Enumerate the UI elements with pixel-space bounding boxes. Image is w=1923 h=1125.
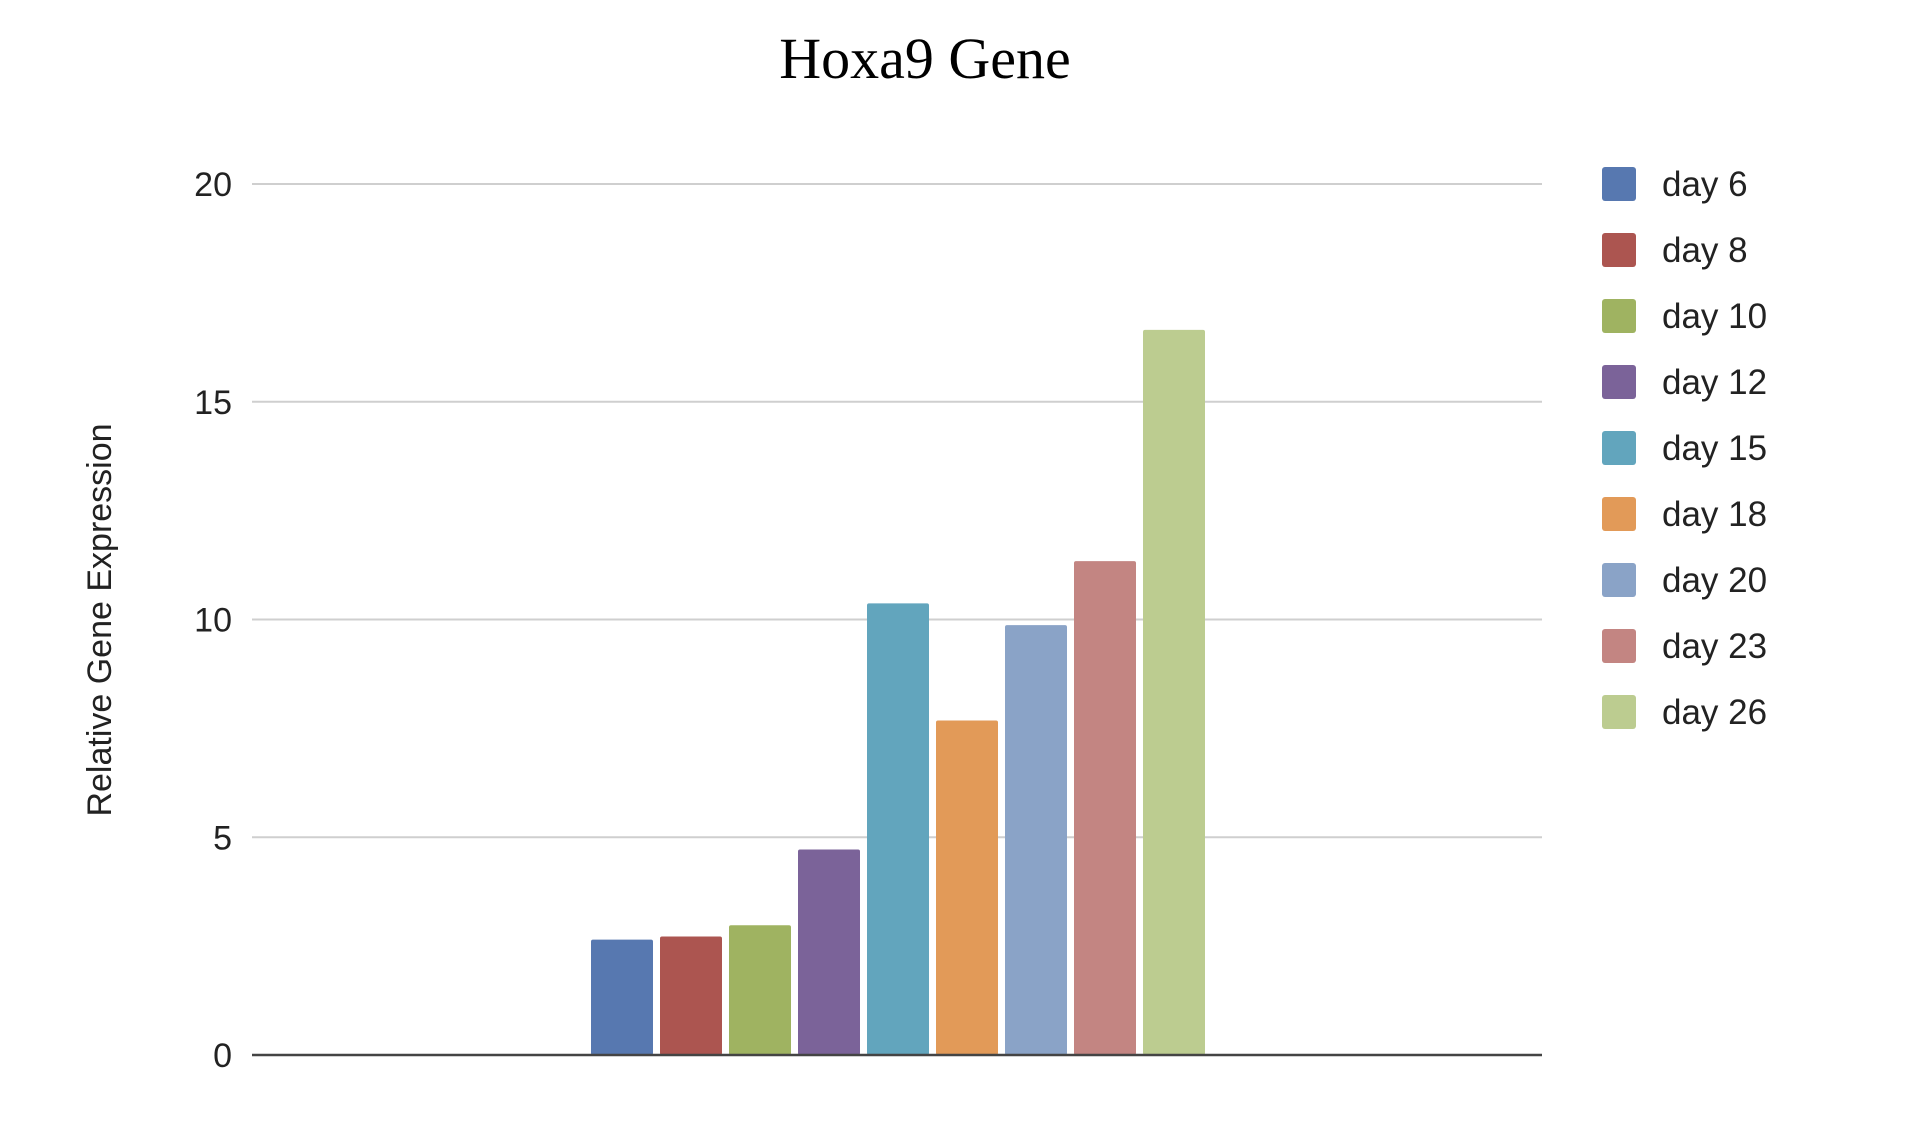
legend-label: day 6 (1662, 165, 1748, 204)
legend-swatch (1602, 563, 1636, 597)
bar-day-15 (867, 603, 929, 1055)
legend-label: day 18 (1662, 495, 1767, 534)
bar-day-23 (1074, 561, 1136, 1055)
bar-day-26 (1143, 329, 1205, 1056)
legend-item-day-8: day 8 (1602, 231, 1748, 270)
legend-item-day-6: day 6 (1602, 165, 1748, 204)
legend-item-day-15: day 15 (1602, 429, 1767, 468)
y-tick-label: 5 (213, 819, 232, 857)
legend-label: day 26 (1662, 693, 1767, 732)
chart-title: Hoxa9 Gene (779, 26, 1071, 91)
legend-swatch (1602, 365, 1636, 399)
legend-label: day 15 (1662, 429, 1767, 468)
bar-day-6 (591, 939, 653, 1055)
legend-item-day-20: day 20 (1602, 561, 1767, 600)
y-tick-label: 10 (194, 602, 232, 640)
legend-swatch (1602, 167, 1636, 201)
bar-day-10 (729, 925, 791, 1055)
bar-day-18 (936, 720, 998, 1055)
y-axis-ticks: 0 5 10 15 20 (194, 166, 232, 1075)
legend-item-day-23: day 23 (1602, 627, 1767, 666)
y-tick-label: 0 (213, 1037, 232, 1075)
y-axis-title: Relative Gene Expression (81, 423, 119, 816)
legend-label: day 12 (1662, 363, 1767, 402)
legend: day 6 day 8 day 10 day 12 day 15 day 18 day 20… (1602, 165, 1767, 732)
legend-item-day-12: day 12 (1602, 363, 1767, 402)
legend-swatch (1602, 629, 1636, 663)
legend-item-day-18: day 18 (1602, 495, 1767, 534)
legend-label: day 20 (1662, 561, 1767, 600)
bar-day-20 (1005, 625, 1067, 1055)
y-tick-label: 20 (194, 166, 232, 204)
legend-label: day 8 (1662, 231, 1748, 270)
legend-swatch (1602, 431, 1636, 465)
legend-item-day-26: day 26 (1602, 693, 1767, 732)
legend-item-day-10: day 10 (1602, 297, 1767, 336)
bars (591, 329, 1205, 1056)
bar-day-12 (798, 849, 860, 1055)
bar-day-8 (660, 936, 722, 1055)
legend-label: day 23 (1662, 627, 1767, 666)
legend-swatch (1602, 299, 1636, 333)
y-tick-label: 15 (194, 384, 232, 422)
legend-swatch (1602, 497, 1636, 531)
legend-swatch (1602, 233, 1636, 267)
legend-label: day 10 (1662, 297, 1767, 336)
legend-swatch (1602, 695, 1636, 729)
